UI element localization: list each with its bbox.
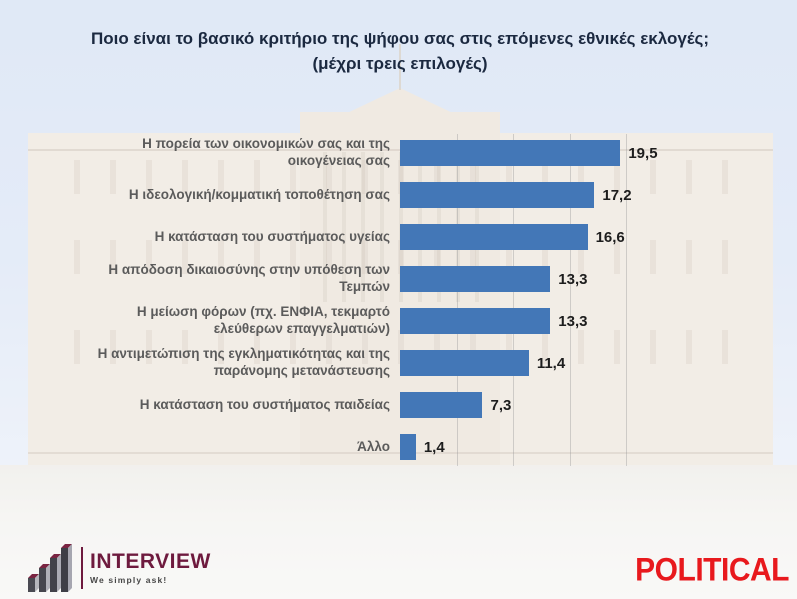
bar-zone: 13,3 [390,266,717,292]
value-label: 19,5 [628,144,658,162]
gridline [626,134,627,466]
bar-zone: 16,6 [390,224,717,250]
chart-row: Η κατάσταση του συστήματος παιδείας 7,3 [97,384,717,426]
category-label: Η ιδεολογική/κομματική τοποθέτηση σας [128,186,390,202]
building-flagpole [399,44,401,90]
interview-logo-text: INTERVIEW [90,550,211,573]
bar [400,224,588,250]
value-label: 13,3 [558,270,588,288]
bar [400,266,551,292]
bar-chart: Η πορεία των οικονομικών σας και της οικ… [97,132,717,468]
interview-tagline: We simply ask! [90,575,168,585]
category-label: Η αντιμετώπιση της εγκληματικότητας και … [97,346,390,378]
bar-zone: 1,4 [390,434,717,460]
bar [400,182,595,208]
bar-zone: 19,5 [390,140,717,166]
gridline [456,134,458,466]
category-label: Η κατάσταση του συστήματος υγείας [154,228,390,244]
bar-zone: 11,4 [390,350,717,376]
interview-logo: INTERVIEW We simply ask! [26,544,211,592]
bar-zone: 17,2 [390,182,717,208]
bar [400,392,483,418]
category-label: Η μείωση φόρων (πχ. ΕΝΦΙΑ, τεκμαρτό ελεύ… [136,304,390,336]
category-label: Άλλο [357,438,390,454]
category-label: Η απόδοση δικαιοσύνης στην υπόθεση των Τ… [108,262,390,294]
chart-title: Ποιο είναι το βασικό κριτήριο της ψήφου … [90,29,710,73]
category-label: Η κατάσταση του συστήματος παιδείας [139,396,390,412]
bar [400,140,621,166]
ground [0,465,797,599]
bar-zone: 7,3 [390,392,717,418]
category-label: Η πορεία των οικονομικών σας και της οικ… [142,136,390,168]
gridline [569,134,571,466]
chart-row: Άλλο 1,4 [97,426,717,468]
bar-zone: 13,3 [390,308,717,334]
value-label: 16,6 [595,228,625,246]
bar [400,308,551,334]
ascending-3d-bars-icon [28,544,72,592]
gridline [513,134,514,466]
value-label: 17,2 [602,186,632,204]
interview-logo-text-block: INTERVIEW We simply ask! [90,551,211,585]
value-label: 11,4 [536,354,566,372]
value-label: 7,3 [490,396,512,414]
chart-row: Η μείωση φόρων (πχ. ΕΝΦΙΑ, τεκμαρτό ελεύ… [97,300,717,342]
chart-row: Η πορεία των οικονομικών σας και της οικ… [97,132,717,174]
interview-logo-divider [81,547,83,589]
political-logo: POLITICAL [635,552,789,589]
chart-row: Η απόδοση δικαιοσύνης στην υπόθεση των Τ… [97,258,717,300]
chart-row: Η κατάσταση του συστήματος υγείας 16,6 [97,216,717,258]
value-label: 1,4 [423,438,445,456]
chart-rows: Η πορεία των οικονομικών σας και της οικ… [97,132,717,468]
building-pediment [303,88,497,134]
chart-row: Η ιδεολογική/κομματική τοποθέτηση σας 17,… [97,174,717,216]
chart-row: Η αντιμετώπιση της εγκληματικότητας και … [97,342,717,384]
bar [400,434,416,460]
bar [400,350,529,376]
value-label: 13,3 [558,312,588,330]
plot-gridlines [400,134,650,466]
